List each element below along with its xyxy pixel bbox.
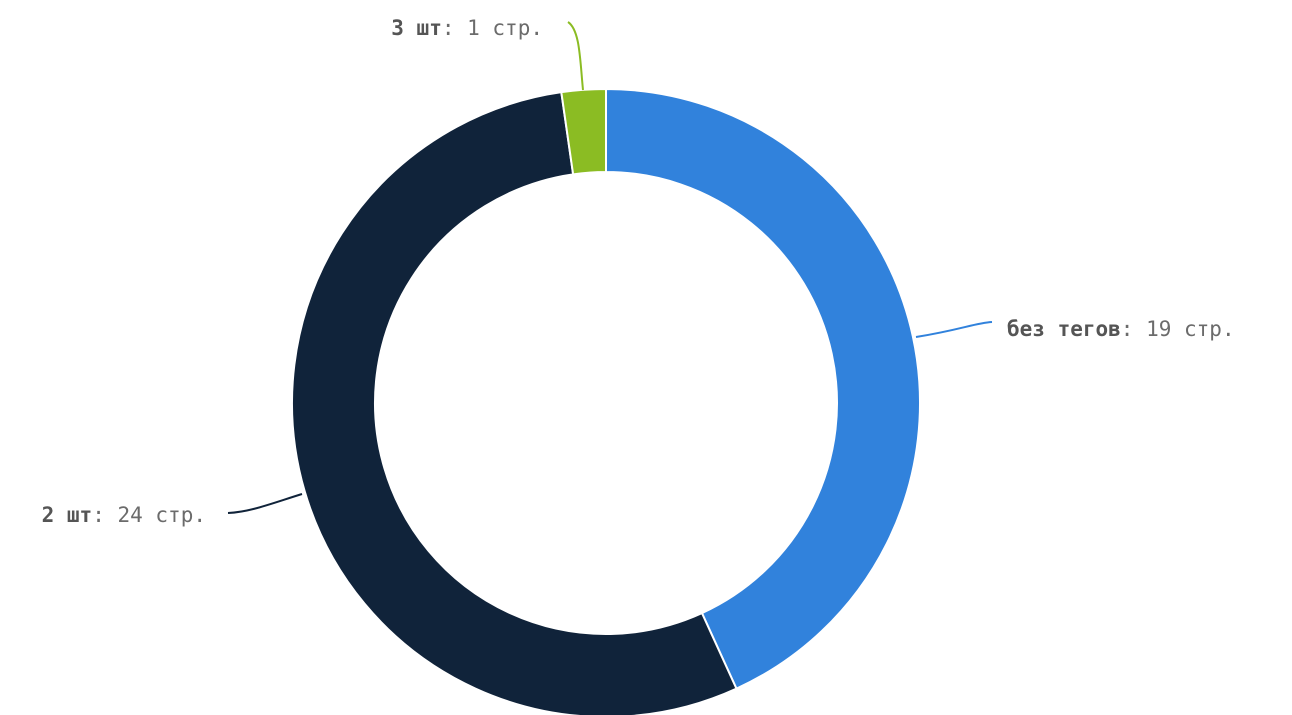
connector-line-1 <box>915 321 993 338</box>
slice-2[interactable] <box>291 91 738 715</box>
slice-label-name: 2 шт <box>42 503 93 527</box>
slice-label-2: 2 шт: 24 стр. <box>42 503 206 527</box>
slice-label-3: 3 шт: 1 стр. <box>391 16 543 40</box>
slice-label-name: без тегов <box>1007 317 1121 341</box>
slice-label-value: : 24 стр. <box>92 503 206 527</box>
connector-line-3 <box>567 21 584 91</box>
donut-slices <box>291 87 921 715</box>
connector-line-2 <box>227 493 303 514</box>
slice-labels: без тегов: 19 стр. 2 шт: 24 стр. 3 шт: 1 с… <box>42 16 1235 527</box>
slice-label-1: без тегов: 19 стр. <box>1007 317 1235 341</box>
slice-label-value: : 1 стр. <box>442 16 543 40</box>
slice-3[interactable] <box>560 87 607 176</box>
slice-label-value: : 19 стр. <box>1121 317 1235 341</box>
slice-1[interactable] <box>605 87 921 690</box>
slice-label-name: 3 шт <box>391 16 442 40</box>
